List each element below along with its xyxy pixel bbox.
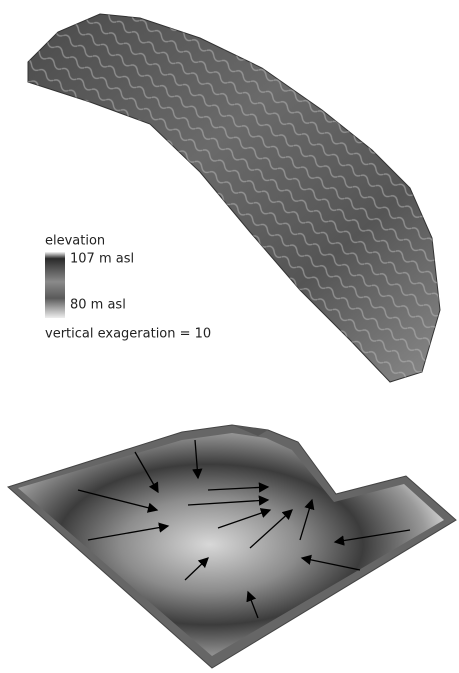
legend-note: vertical exageration = 10 (45, 327, 211, 342)
legend-max-label: 107 m asl (70, 252, 134, 267)
legend-title: elevation (45, 234, 105, 249)
legend-color-bar (45, 252, 65, 318)
figure-canvas: elevation 107 m asl 80 m asl vertical ex… (0, 0, 459, 673)
figure: elevation 107 m asl 80 m asl vertical ex… (0, 0, 459, 673)
surface-render (8, 425, 456, 668)
legend-min-label: 80 m asl (70, 298, 126, 313)
legend: elevation 107 m asl 80 m asl vertical ex… (45, 234, 211, 342)
